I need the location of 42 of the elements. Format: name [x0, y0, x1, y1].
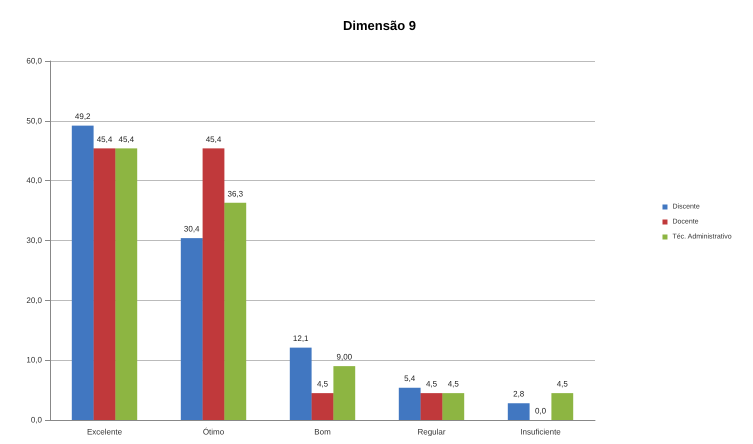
data-label: 45,4	[118, 134, 135, 144]
data-label: 0,0	[534, 406, 547, 416]
bar	[115, 148, 138, 420]
data-label: 45,4	[206, 134, 222, 144]
y-tick-label: 30,0	[26, 236, 43, 245]
x-tick-label: Bom	[314, 428, 332, 436]
bar	[508, 403, 530, 420]
data-label: 5,4	[404, 374, 416, 384]
y-tick-label: 50,0	[26, 116, 43, 126]
bar	[72, 126, 94, 420]
x-tick-label: Ótimo	[202, 428, 225, 436]
bar	[202, 148, 224, 420]
data-label: 4,5	[556, 380, 568, 389]
chart-title: Dimensão 9	[343, 18, 416, 33]
data-label: 30,4	[184, 224, 200, 234]
bar	[442, 393, 464, 420]
x-tick-label: Regular	[417, 428, 446, 436]
bar	[398, 388, 421, 420]
x-tick-label: Insuficiente	[520, 428, 562, 436]
bar	[290, 348, 312, 420]
bar	[333, 366, 356, 420]
bar	[551, 393, 574, 420]
bar	[94, 148, 116, 420]
bar	[180, 238, 203, 420]
data-label: 4,5	[426, 380, 438, 389]
bar	[224, 202, 246, 420]
y-tick-label: 60,0	[26, 56, 43, 66]
x-tick-label: Excelente	[86, 428, 123, 436]
bar	[420, 393, 442, 420]
data-label: 49,2	[74, 112, 92, 122]
y-tick-label: 0,0	[30, 416, 43, 424]
data-label: 4,5	[448, 380, 460, 389]
data-label: 36,3	[228, 189, 244, 198]
y-tick-label: 10,0	[26, 356, 43, 365]
data-label: 12,1	[292, 334, 310, 344]
data-label: 4,5	[316, 380, 329, 389]
y-tick-label: 40,0	[26, 176, 43, 186]
bar	[312, 393, 334, 420]
data-label: 2,8	[513, 390, 525, 399]
y-tick-label: 20,0	[26, 296, 43, 305]
data-label: 9,00	[336, 352, 353, 362]
data-label: 45,4	[96, 134, 113, 144]
